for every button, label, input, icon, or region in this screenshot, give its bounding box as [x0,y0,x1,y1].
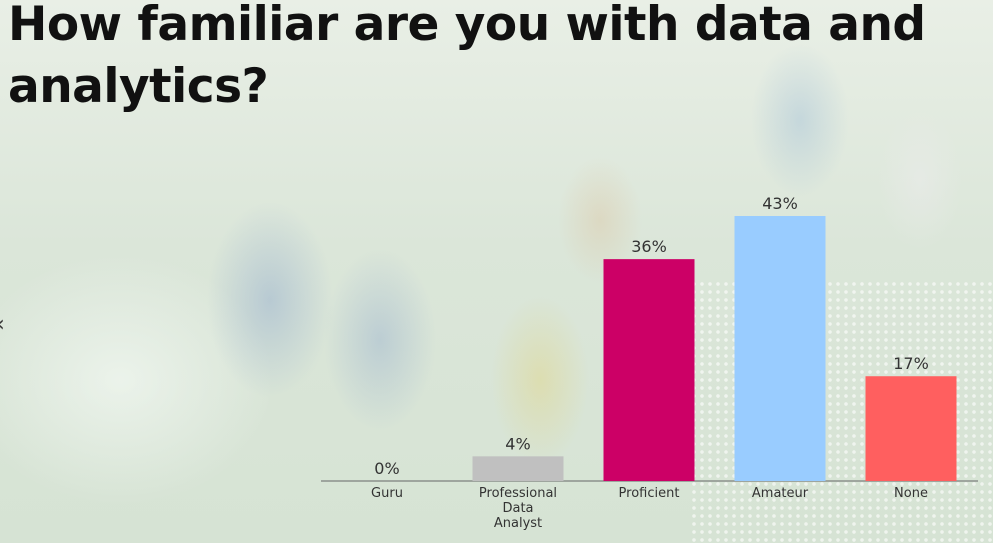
bar-2 [603,259,695,481]
value-label-0: 0% [374,459,399,478]
category-label-line: Analyst [494,516,542,531]
previous-slide-arrow-icon[interactable]: ‹ [0,312,5,337]
bars-group [472,216,957,481]
bar-1 [472,456,564,481]
category-label-1: Professional Data Analyst [479,486,557,531]
category-label-line: Professional [479,486,557,501]
bar-4 [865,376,957,481]
category-label-0: Guru [371,486,403,501]
value-label-1: 4% [505,434,530,453]
category-label-3: Amateur [752,486,809,501]
value-label-3: 43% [762,194,798,213]
category-label-line: Guru [371,486,403,501]
bar-3 [734,216,826,481]
page-title: How familiar are you with data and analy… [8,0,926,114]
category-label-line: None [894,486,928,501]
category-label-line: Amateur [752,486,809,501]
value-labels-group: 0% 4% 36% 43% 17% [374,194,928,478]
value-label-4: 17% [893,354,929,373]
category-labels-group: Guru Professional Data Analyst Proficient Ama… [371,486,928,531]
category-label-2: Proficient [619,486,680,501]
category-label-line: Data [502,501,533,516]
category-label-4: None [894,486,928,501]
category-label-line: Proficient [619,486,680,501]
value-label-2: 36% [631,237,667,256]
